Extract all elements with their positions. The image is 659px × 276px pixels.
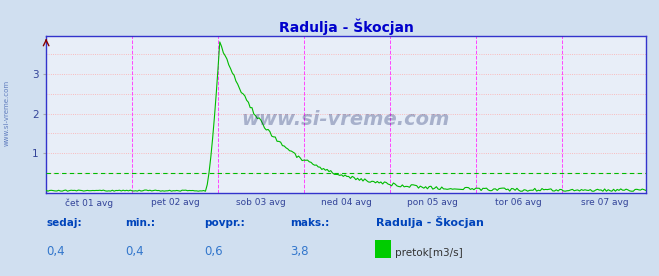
Text: 3,8: 3,8 xyxy=(290,245,308,258)
Text: 0,4: 0,4 xyxy=(46,245,65,258)
Text: povpr.:: povpr.: xyxy=(204,218,245,228)
Text: Radulja - Škocjan: Radulja - Škocjan xyxy=(376,216,484,228)
Title: Radulja - Škocjan: Radulja - Škocjan xyxy=(279,18,413,35)
Text: www.si-vreme.com: www.si-vreme.com xyxy=(3,80,10,146)
Text: 0,4: 0,4 xyxy=(125,245,144,258)
Text: 0,6: 0,6 xyxy=(204,245,223,258)
Text: sedaj:: sedaj: xyxy=(46,218,82,228)
Text: www.si-vreme.com: www.si-vreme.com xyxy=(242,110,450,129)
Text: min.:: min.: xyxy=(125,218,156,228)
Text: maks.:: maks.: xyxy=(290,218,330,228)
Text: pretok[m3/s]: pretok[m3/s] xyxy=(395,248,463,258)
